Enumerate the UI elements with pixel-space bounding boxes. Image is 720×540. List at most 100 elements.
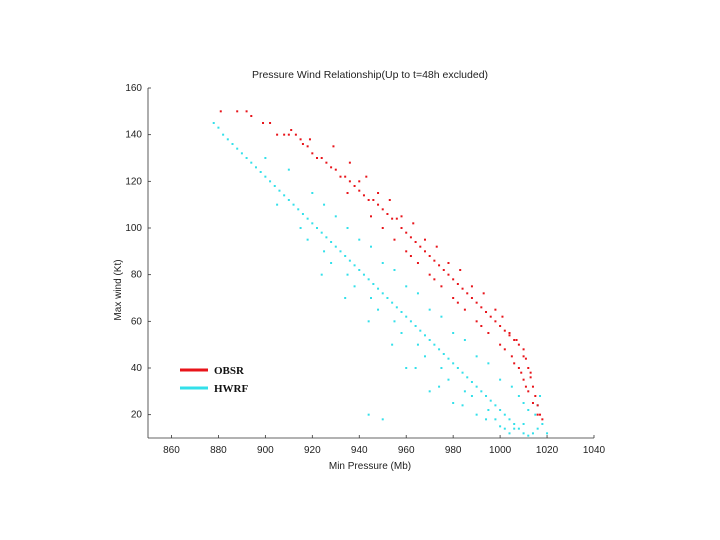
data-point-obsr [515, 339, 518, 341]
data-point-hwrf [428, 339, 431, 341]
data-point-obsr [508, 332, 511, 334]
data-point-obsr [405, 250, 408, 253]
data-point-hwrf [416, 343, 419, 346]
x-tick-label: 1000 [489, 445, 512, 456]
data-point-obsr [287, 133, 290, 136]
data-point-obsr [320, 157, 323, 159]
data-point-obsr [367, 199, 370, 201]
data-point-hwrf [440, 315, 443, 318]
data-point-obsr [513, 362, 516, 365]
legend-label-obsr: OBSR [214, 365, 245, 377]
data-point-obsr [283, 133, 286, 136]
data-point-obsr [393, 238, 396, 241]
data-point-obsr [262, 122, 265, 124]
data-point-hwrf [334, 245, 337, 248]
data-point-obsr [428, 255, 431, 257]
data-point-hwrf [510, 385, 513, 388]
data-point-hwrf [428, 308, 431, 311]
data-point-obsr [480, 306, 483, 309]
data-point-hwrf [513, 427, 516, 430]
data-point-obsr [522, 378, 525, 381]
data-point-obsr [428, 273, 431, 276]
data-point-hwrf [447, 357, 450, 360]
data-point-hwrf [306, 238, 309, 241]
data-point-obsr [236, 110, 239, 113]
data-point-obsr [524, 385, 527, 388]
x-tick-label: 900 [257, 445, 274, 456]
data-point-hwrf [499, 378, 502, 381]
data-point-hwrf [339, 250, 342, 253]
data-point-obsr [534, 395, 537, 397]
y-tick-label: 40 [131, 363, 143, 374]
data-point-hwrf [245, 157, 248, 159]
data-point-hwrf [306, 217, 309, 220]
x-tick-label: 980 [445, 445, 462, 456]
data-point-hwrf [386, 297, 389, 299]
x-tick-label: 940 [351, 445, 368, 456]
data-point-obsr [330, 166, 333, 169]
data-point-hwrf [480, 390, 483, 393]
data-point-hwrf [264, 157, 267, 159]
x-tick-label: 920 [304, 445, 321, 456]
data-point-obsr [527, 390, 530, 393]
data-point-hwrf [503, 427, 506, 430]
data-point-hwrf [517, 427, 520, 430]
data-point-obsr [438, 264, 441, 267]
data-point-hwrf [311, 222, 314, 225]
data-point-obsr [433, 278, 436, 281]
data-point-hwrf [236, 147, 239, 150]
data-point-obsr [494, 308, 497, 311]
data-point-obsr [377, 192, 380, 194]
y-tick-label: 20 [131, 410, 143, 421]
data-point-hwrf [377, 308, 380, 311]
legend: OBSR HWRF [180, 365, 249, 395]
data-point-obsr [250, 115, 253, 117]
data-point-obsr [529, 376, 532, 379]
data-point-hwrf [344, 297, 347, 299]
data-point-obsr [276, 133, 279, 136]
y-tick-label: 140 [125, 130, 142, 141]
x-tick-label: 860 [163, 445, 180, 456]
data-point-hwrf [494, 418, 497, 421]
data-point-hwrf [470, 381, 473, 383]
data-point-hwrf [362, 273, 365, 276]
data-point-obsr [316, 157, 319, 159]
y-tick-label: 160 [125, 83, 142, 94]
data-point-obsr [372, 199, 375, 201]
data-point-hwrf [522, 402, 525, 404]
data-point-hwrf [475, 385, 478, 388]
data-point-hwrf [381, 292, 384, 295]
data-point-obsr [433, 259, 436, 262]
data-point-obsr [348, 161, 351, 164]
data-point-hwrf [513, 423, 516, 425]
data-point-hwrf [353, 285, 356, 288]
data-point-hwrf [325, 236, 328, 239]
data-point-hwrf [292, 203, 295, 206]
data-point-obsr [517, 343, 520, 346]
data-point-obsr [339, 175, 342, 178]
data-point-obsr [435, 245, 438, 248]
data-point-obsr [482, 292, 485, 295]
data-point-obsr [414, 241, 417, 243]
data-point-hwrf [297, 208, 300, 211]
data-point-obsr [362, 194, 365, 197]
data-point-hwrf [527, 434, 530, 437]
data-point-hwrf [254, 166, 257, 169]
data-point-hwrf [287, 168, 290, 171]
data-point-obsr [386, 213, 389, 215]
data-point-obsr [499, 343, 502, 346]
x-tick-label: 960 [398, 445, 415, 456]
data-point-hwrf [546, 432, 549, 435]
data-point-hwrf [536, 427, 539, 430]
data-point-hwrf [370, 297, 372, 299]
data-point-hwrf [348, 259, 351, 262]
data-point-hwrf [503, 413, 506, 416]
data-point-hwrf [499, 425, 502, 428]
data-point-hwrf [499, 409, 502, 411]
data-point-hwrf [485, 418, 488, 421]
data-point-obsr [459, 269, 462, 271]
data-point-hwrf [539, 395, 542, 397]
data-point-obsr [475, 301, 478, 304]
data-point-hwrf [344, 255, 347, 257]
